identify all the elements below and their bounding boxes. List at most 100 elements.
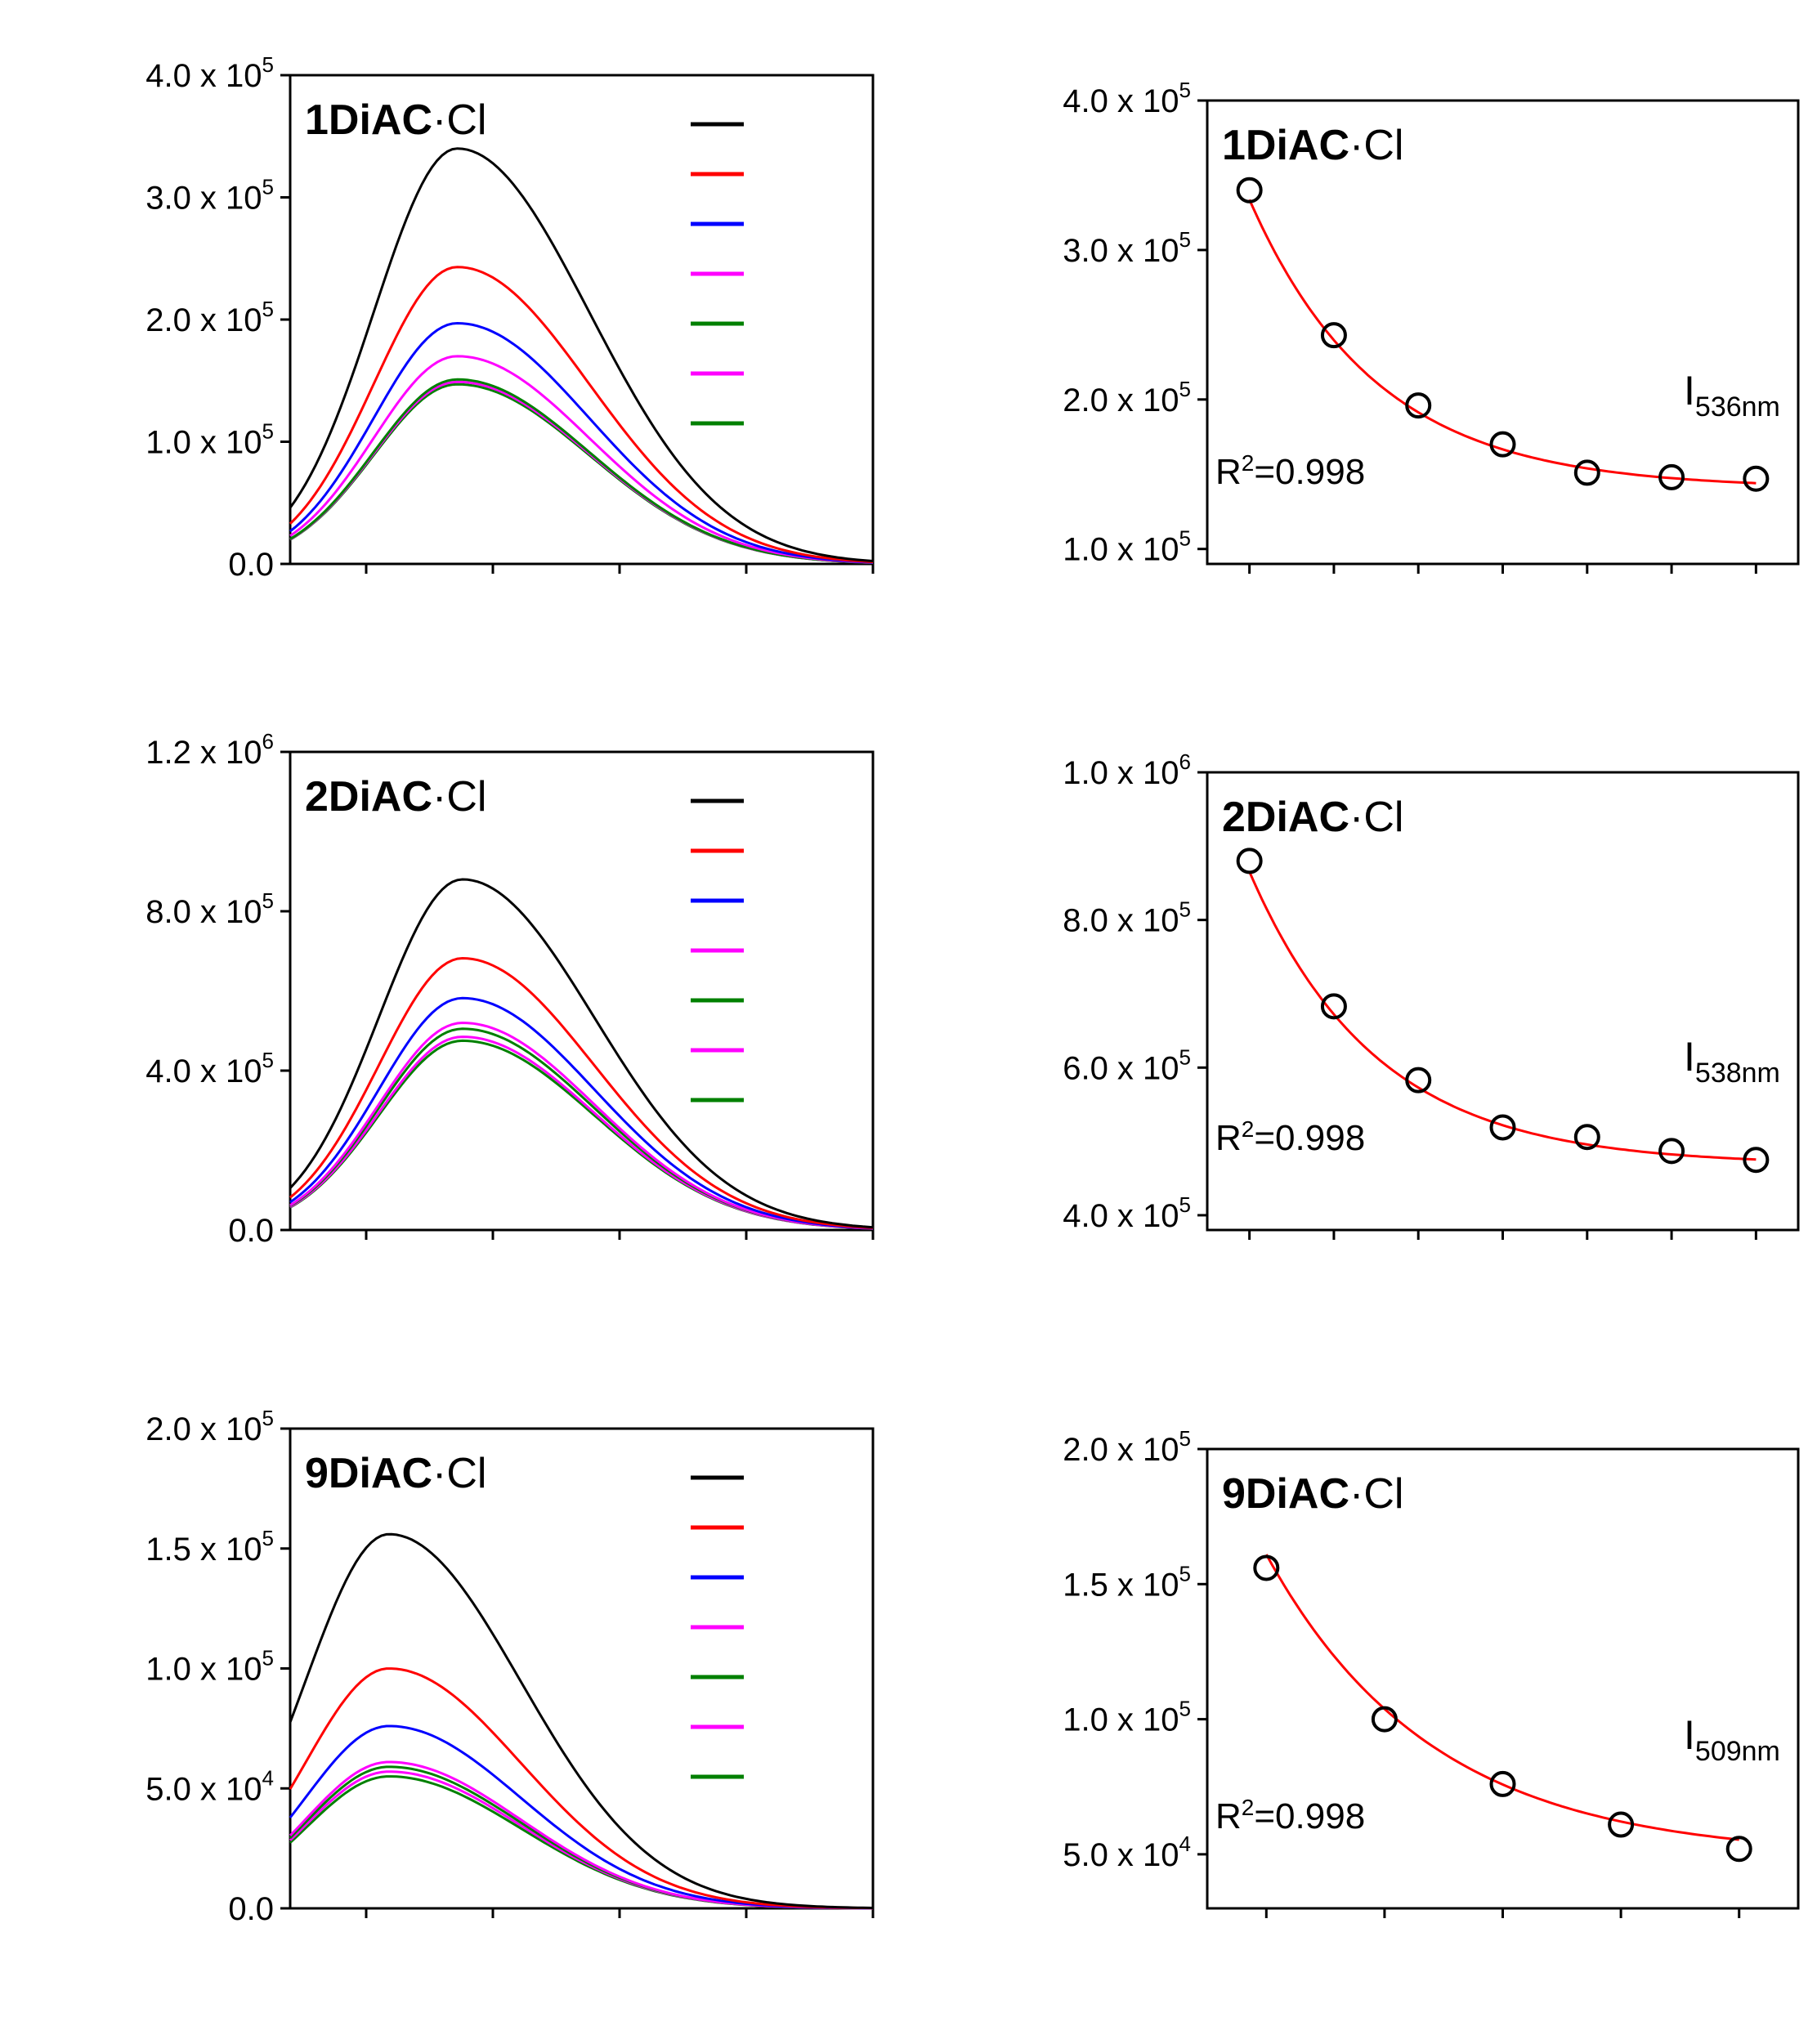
y-tick-base: 8.0 x 10: [145, 894, 262, 930]
plot-frame: [1206, 99, 1800, 566]
series-line-3: [289, 1021, 874, 1230]
compound-title: 9DiAC·Cl: [305, 1450, 486, 1497]
data-point-3: [1489, 431, 1516, 458]
peak-label-subscript: 509nm: [1695, 1736, 1780, 1767]
data-point-6: [1743, 465, 1770, 492]
y-tick-exponent: 5: [262, 419, 274, 444]
compound-name: 2DiAC: [305, 773, 432, 821]
data-point-1: [1371, 1706, 1398, 1733]
y-tick-exponent: 5: [1179, 1426, 1191, 1451]
series-line-3: [289, 355, 874, 564]
y-tick-base: 3.0 x 10: [145, 181, 262, 217]
data-point-4: [1725, 1836, 1752, 1863]
y-tick-label: 5.0 x 104: [1063, 1832, 1191, 1873]
data-point-2: [1489, 1770, 1516, 1797]
data-point-0: [1236, 177, 1263, 204]
series-line-1: [289, 956, 874, 1229]
series-line-0: [289, 1532, 874, 1909]
fit-curve: [1264, 1554, 1739, 1841]
compound-title: 2DiAC·Cl: [1222, 794, 1403, 841]
y-tick-exponent: 5: [1179, 1192, 1191, 1217]
series-line-0: [289, 147, 874, 562]
y-tick-exponent: 5: [262, 1048, 274, 1072]
y-tick-exponent: 4: [1179, 1832, 1191, 1856]
y-tick-base: 8.0 x 10: [1063, 903, 1179, 939]
y-tick-label: 0.0: [228, 1891, 274, 1927]
series-line-2: [289, 1724, 873, 1910]
y-tick-base: 2.0 x 10: [145, 302, 262, 338]
series-line-5: [289, 1770, 873, 1910]
compound-suffix: ·Cl: [432, 1450, 486, 1497]
y-tick-base: 0.0: [228, 1891, 274, 1927]
compound-title: 1DiAC·Cl: [1222, 122, 1403, 169]
y-tick-base: 1.2 x 10: [145, 735, 262, 771]
compound-suffix: ·Cl: [432, 773, 486, 821]
r-squared-symbol: R: [1215, 1118, 1242, 1158]
y-tick-base: 1.0 x 10: [145, 425, 262, 461]
y-tick-exponent: 5: [1179, 377, 1191, 401]
y-tick-base: 1.0 x 10: [145, 1652, 262, 1688]
plot-frame: [1206, 1447, 1800, 1910]
compound-suffix: ·Cl: [1349, 1470, 1403, 1518]
compound-name: 1DiAC: [305, 96, 432, 144]
data-point-0: [1236, 848, 1263, 874]
y-tick-label: 1.0 x 105: [1063, 1697, 1191, 1738]
plot-frame: [289, 1427, 875, 1910]
compound-name: 9DiAC: [1222, 1470, 1349, 1518]
y-tick-exponent: 5: [1179, 1561, 1191, 1586]
plot-frame: [1206, 771, 1800, 1232]
y-tick-base: 5.0 x 10: [1063, 1837, 1179, 1873]
y-tick-exponent: 4: [262, 1765, 274, 1790]
data-point-0: [1253, 1554, 1280, 1581]
y-tick-label: 5.0 x 104: [145, 1765, 274, 1807]
y-tick-label: 1.5 x 105: [145, 1526, 274, 1568]
y-tick-label: 6.0 x 105: [1063, 1044, 1191, 1086]
y-tick-label: 2.0 x 105: [1063, 377, 1191, 418]
y-tick-base: 0.0: [228, 547, 274, 583]
y-tick-label: 2.0 x 105: [145, 297, 274, 338]
data-point-3: [1489, 1114, 1516, 1141]
y-tick-exponent: 5: [262, 1526, 274, 1550]
y-tick-label: 8.0 x 105: [1063, 897, 1191, 939]
r-squared-symbol: R: [1215, 1796, 1242, 1836]
y-tick-base: 4.0 x 10: [1063, 1198, 1179, 1234]
data-point-4: [1573, 459, 1600, 486]
y-tick-exponent: 5: [262, 1406, 274, 1430]
compound-suffix: ·Cl: [432, 96, 486, 144]
r-squared: R2=0.998: [1215, 1116, 1365, 1158]
y-tick-exponent: 5: [1179, 897, 1191, 922]
plot-frame: [289, 74, 875, 566]
y-tick-exponent: 6: [262, 729, 274, 754]
y-tick-label: 4.0 x 105: [145, 52, 274, 94]
y-tick-exponent: 5: [1179, 526, 1191, 551]
y-tick-base: 4.0 x 10: [145, 1053, 262, 1089]
y-tick-base: 0.0: [228, 1213, 274, 1249]
y-tick-label: 2.0 x 105: [1063, 1426, 1191, 1468]
r-squared-value: =0.998: [1254, 1796, 1365, 1836]
y-tick-exponent: 5: [1179, 1044, 1191, 1069]
peak-wavelength-label: I509nm: [1684, 1712, 1780, 1767]
y-tick-label: 2.0 x 105: [145, 1406, 274, 1447]
series-line-1: [289, 266, 874, 563]
y-tick-label: 0.0: [228, 547, 274, 583]
series-line-2: [289, 321, 874, 564]
y-tick-base: 6.0 x 10: [1063, 1050, 1179, 1086]
y-tick-exponent: 5: [262, 888, 274, 913]
y-tick-label: 1.2 x 106: [145, 729, 274, 771]
series-line-3: [289, 1760, 873, 1910]
y-tick-exponent: 6: [1179, 749, 1191, 774]
compound-suffix: ·Cl: [1349, 122, 1403, 169]
r-squared-value: =0.998: [1254, 1118, 1365, 1158]
y-tick-exponent: 5: [262, 175, 274, 199]
compound-title: 2DiAC·Cl: [305, 773, 486, 821]
y-tick-label: 1.0 x 105: [1063, 526, 1191, 568]
series-line-6: [289, 1775, 873, 1910]
compound-title: 1DiAC·Cl: [305, 96, 486, 144]
data-point-2: [1405, 392, 1432, 419]
